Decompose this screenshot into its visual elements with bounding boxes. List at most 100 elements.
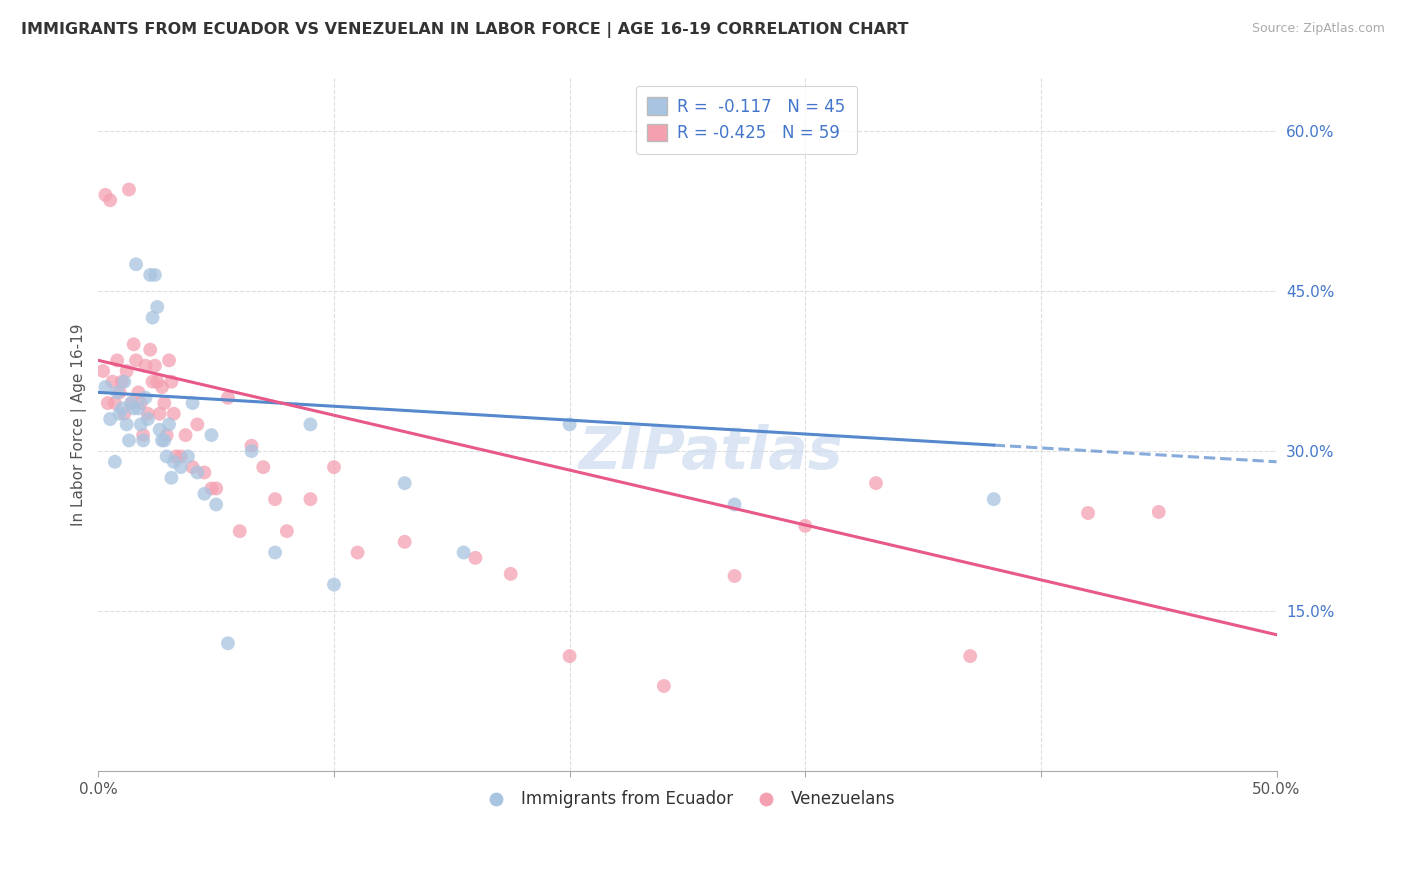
Text: Source: ZipAtlas.com: Source: ZipAtlas.com <box>1251 22 1385 36</box>
Point <box>186 466 208 480</box>
Point <box>200 482 222 496</box>
Text: ZIPatlas: ZIPatlas <box>579 424 844 481</box>
Point <box>323 460 346 475</box>
Point <box>299 417 322 432</box>
Point <box>105 353 128 368</box>
Point <box>453 545 475 559</box>
Point <box>959 649 981 664</box>
Point <box>111 375 134 389</box>
Point <box>723 498 745 512</box>
Point <box>139 343 162 357</box>
Y-axis label: In Labor Force | Age 16-19: In Labor Force | Age 16-19 <box>72 323 87 525</box>
Point <box>276 524 298 538</box>
Point <box>125 257 148 271</box>
Point <box>108 407 131 421</box>
Point <box>141 310 163 325</box>
Point <box>141 375 163 389</box>
Point <box>323 577 346 591</box>
Point <box>120 396 142 410</box>
Point <box>865 476 887 491</box>
Point <box>98 193 121 207</box>
Point <box>101 375 124 389</box>
Point <box>170 450 193 464</box>
Point <box>794 518 817 533</box>
Point <box>1077 506 1099 520</box>
Point <box>186 417 208 432</box>
Legend: Immigrants from Ecuador, Venezuelans: Immigrants from Ecuador, Venezuelans <box>472 784 903 815</box>
Point <box>132 428 155 442</box>
Point <box>240 439 263 453</box>
Point <box>217 636 239 650</box>
Point <box>160 471 183 485</box>
Point <box>499 566 522 581</box>
Point <box>97 396 120 410</box>
Point <box>120 396 142 410</box>
Point <box>723 569 745 583</box>
Point <box>122 337 145 351</box>
Point <box>156 428 179 442</box>
Point <box>129 417 152 432</box>
Point <box>1147 505 1170 519</box>
Point <box>174 428 197 442</box>
Point <box>193 487 215 501</box>
Point <box>157 353 180 368</box>
Point <box>125 353 148 368</box>
Point <box>394 534 416 549</box>
Point <box>104 455 127 469</box>
Point <box>157 417 180 432</box>
Point <box>105 385 128 400</box>
Point <box>134 391 156 405</box>
Point <box>240 444 263 458</box>
Point <box>146 300 169 314</box>
Point <box>163 455 186 469</box>
Point <box>200 428 222 442</box>
Point <box>118 182 141 196</box>
Point <box>150 380 173 394</box>
Point <box>299 492 322 507</box>
Point <box>108 385 131 400</box>
Point <box>558 649 581 664</box>
Point <box>177 450 200 464</box>
Point <box>129 396 152 410</box>
Point <box>149 423 172 437</box>
Point <box>115 364 138 378</box>
Point <box>149 407 172 421</box>
Point <box>346 545 368 559</box>
Point <box>181 396 204 410</box>
Point <box>134 359 156 373</box>
Point <box>98 412 121 426</box>
Point <box>127 401 149 416</box>
Point <box>111 401 134 416</box>
Point <box>143 359 166 373</box>
Point <box>153 434 176 448</box>
Point <box>146 375 169 389</box>
Point <box>193 466 215 480</box>
Point <box>558 417 581 432</box>
Point <box>205 498 228 512</box>
Point <box>229 524 252 538</box>
Point <box>136 412 159 426</box>
Point <box>165 450 187 464</box>
Point <box>652 679 675 693</box>
Point <box>136 407 159 421</box>
Point <box>156 450 179 464</box>
Point <box>394 476 416 491</box>
Text: IMMIGRANTS FROM ECUADOR VS VENEZUELAN IN LABOR FORCE | AGE 16-19 CORRELATION CHA: IMMIGRANTS FROM ECUADOR VS VENEZUELAN IN… <box>21 22 908 38</box>
Point <box>112 407 135 421</box>
Point <box>118 434 141 448</box>
Point <box>104 396 127 410</box>
Point <box>153 396 176 410</box>
Point <box>139 268 162 282</box>
Point <box>163 407 186 421</box>
Point <box>217 391 239 405</box>
Point <box>127 385 149 400</box>
Point <box>464 550 486 565</box>
Point <box>264 545 287 559</box>
Point <box>122 401 145 416</box>
Point <box>983 492 1005 507</box>
Point <box>112 375 135 389</box>
Point <box>170 460 193 475</box>
Point <box>91 364 114 378</box>
Point <box>160 375 183 389</box>
Point <box>150 434 173 448</box>
